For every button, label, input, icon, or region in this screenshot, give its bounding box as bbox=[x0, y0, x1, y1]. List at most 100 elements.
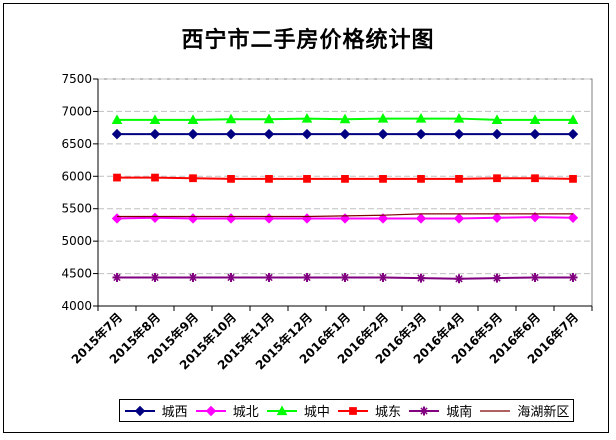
data-point-stroke bbox=[113, 273, 121, 282]
legend-item: 城中 bbox=[266, 401, 330, 420]
data-point-stroke bbox=[341, 273, 349, 282]
data-point bbox=[454, 274, 464, 284]
data-point bbox=[453, 113, 465, 123]
y-tick-label: 5000 bbox=[61, 234, 92, 248]
data-point bbox=[453, 213, 465, 224]
data-point-stroke bbox=[151, 273, 159, 282]
data-point bbox=[226, 272, 236, 282]
chart-title: 西宁市二手房价格统计图 bbox=[181, 27, 435, 53]
data-point bbox=[567, 128, 579, 140]
data-point bbox=[491, 212, 503, 224]
data-point bbox=[377, 128, 389, 140]
y-tick-label: 7500 bbox=[61, 72, 92, 86]
y-tick-label: 5500 bbox=[61, 202, 92, 216]
data-point bbox=[111, 114, 123, 124]
data-point bbox=[415, 213, 427, 224]
data-point-stroke bbox=[303, 273, 311, 282]
data-point bbox=[340, 272, 350, 282]
data-point bbox=[455, 175, 463, 183]
legend-swatch bbox=[338, 406, 369, 415]
data-point bbox=[339, 128, 351, 140]
data-point bbox=[151, 173, 159, 182]
series-城西 bbox=[111, 128, 579, 140]
data-point bbox=[189, 174, 197, 183]
data-point bbox=[112, 272, 122, 282]
data-point bbox=[301, 128, 313, 140]
legend-swatch bbox=[124, 405, 155, 416]
data-point bbox=[113, 173, 121, 182]
series-line bbox=[117, 213, 573, 218]
data-point bbox=[265, 175, 273, 183]
legend-swatch bbox=[409, 406, 440, 415]
data-point bbox=[187, 128, 199, 140]
data-point-stroke bbox=[379, 273, 387, 282]
data-point bbox=[416, 273, 426, 283]
data-point bbox=[569, 175, 577, 183]
data-point-stroke bbox=[189, 273, 197, 282]
data-point bbox=[263, 128, 275, 140]
data-point bbox=[531, 174, 539, 183]
data-point bbox=[111, 128, 123, 140]
data-point bbox=[529, 211, 541, 223]
data-point bbox=[188, 272, 198, 282]
legend-swatch bbox=[480, 409, 511, 412]
data-point bbox=[415, 128, 427, 140]
series-海湖新区 bbox=[117, 213, 573, 218]
data-point bbox=[341, 175, 349, 183]
data-point-stroke bbox=[493, 274, 501, 282]
data-point bbox=[419, 406, 429, 415]
data-point bbox=[529, 114, 541, 124]
data-point bbox=[339, 113, 351, 124]
legend-item: 城东 bbox=[337, 401, 401, 420]
series-城东 bbox=[113, 173, 577, 183]
data-point bbox=[491, 114, 503, 124]
plot-area bbox=[97, 78, 593, 307]
data-point bbox=[568, 272, 578, 282]
y-tick-label: 4500 bbox=[61, 267, 92, 281]
legend-label: 城东 bbox=[375, 405, 402, 420]
data-point bbox=[205, 405, 216, 416]
legend-swatch bbox=[266, 404, 297, 415]
legend: 城西 城北 城中 城东 城南 海湖新区 bbox=[119, 399, 574, 422]
y-tick-label: 6000 bbox=[61, 169, 92, 183]
series-城中 bbox=[111, 113, 579, 124]
legend-item: 城南 bbox=[408, 401, 472, 420]
data-point-stroke bbox=[455, 275, 463, 283]
data-point bbox=[225, 113, 237, 124]
legend-label: 城中 bbox=[303, 405, 330, 420]
data-point bbox=[415, 113, 427, 123]
data-point bbox=[149, 114, 161, 124]
data-point bbox=[134, 405, 145, 416]
data-point bbox=[263, 113, 275, 124]
y-tick-label: 7000 bbox=[61, 104, 92, 118]
legend-swatch bbox=[195, 405, 226, 416]
data-point bbox=[301, 113, 313, 123]
data-point-stroke bbox=[420, 406, 428, 415]
data-point bbox=[377, 113, 389, 123]
data-point bbox=[379, 175, 387, 183]
legend-label: 海湖新区 bbox=[517, 405, 570, 420]
data-point bbox=[453, 128, 465, 140]
data-point bbox=[530, 272, 540, 282]
legend-item: 海湖新区 bbox=[479, 401, 569, 420]
y-tick-label: 6500 bbox=[61, 137, 92, 151]
legend-label: 城西 bbox=[161, 405, 188, 420]
data-point-stroke bbox=[569, 273, 577, 282]
legend-item: 城北 bbox=[195, 401, 259, 420]
data-point bbox=[227, 175, 235, 183]
data-point bbox=[276, 404, 288, 415]
data-point bbox=[567, 212, 579, 224]
legend-label: 城南 bbox=[446, 405, 473, 420]
series-城南 bbox=[112, 272, 578, 284]
data-point bbox=[377, 213, 389, 224]
legend-item: 城西 bbox=[124, 401, 188, 420]
data-point bbox=[187, 114, 199, 124]
data-point bbox=[149, 128, 161, 140]
y-tick-label: 4000 bbox=[61, 299, 92, 313]
data-point-stroke bbox=[227, 273, 235, 282]
data-point bbox=[529, 128, 541, 140]
data-point bbox=[492, 273, 502, 283]
data-point bbox=[417, 175, 425, 183]
legend-label: 城北 bbox=[232, 405, 259, 420]
